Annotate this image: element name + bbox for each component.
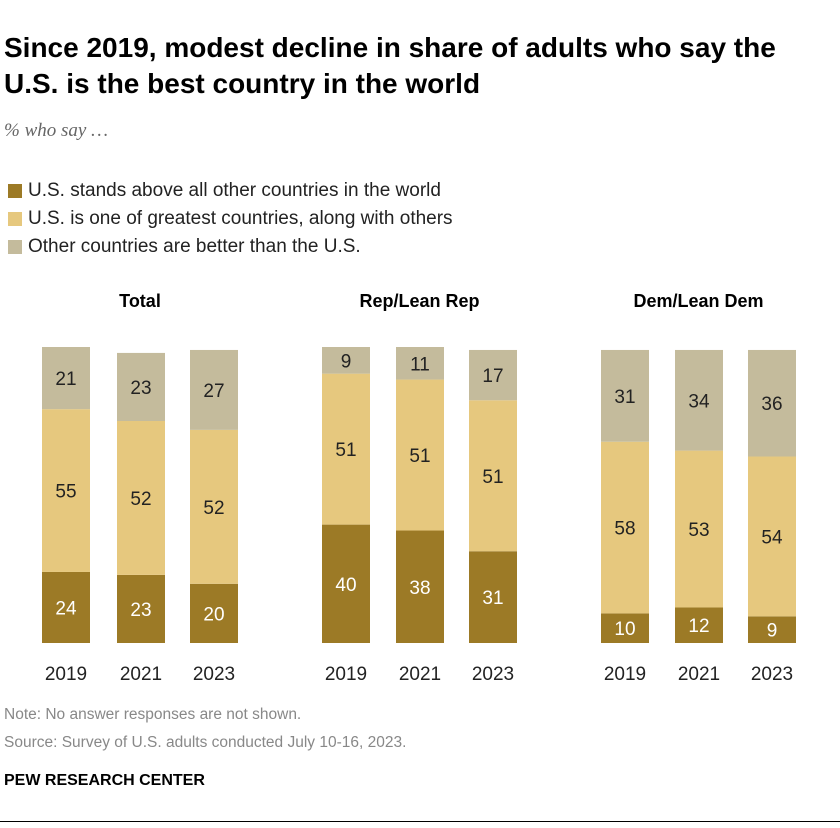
x-tick-label: 2019 [604, 664, 646, 685]
legend-item: U.S. stands above all other countries in… [8, 180, 441, 202]
bar-segment [117, 421, 165, 575]
legend-label: U.S. stands above all other countries in… [28, 180, 441, 201]
bar-segment [117, 574, 165, 643]
data-label: 38 [409, 578, 430, 599]
chart-subtitle: % who say … [4, 120, 108, 141]
bar-segment [322, 524, 370, 643]
bar-segment [42, 571, 90, 643]
bar-segment [469, 400, 517, 552]
data-label: 9 [341, 351, 352, 372]
note: Note: No answer responses are not shown. [4, 706, 302, 723]
data-label: 51 [482, 467, 503, 488]
legend-item: U.S. is one of greatest countries, along… [8, 208, 453, 230]
x-tick-label: 2023 [193, 664, 235, 685]
bar-segment [675, 607, 723, 643]
bar-segment [748, 616, 796, 643]
bar-segment [748, 349, 796, 457]
source: Source: Survey of U.S. adults conducted … [4, 734, 407, 751]
data-label: 31 [614, 387, 635, 408]
bar-segment [190, 349, 238, 430]
chart-title: Since 2019, modest decline in share of a… [4, 32, 776, 99]
bar-segment [675, 349, 723, 451]
data-label: 36 [761, 394, 782, 415]
data-label: 53 [688, 520, 709, 541]
panel-title: Total [119, 291, 161, 311]
bar-segment [42, 409, 90, 572]
divider [0, 821, 840, 822]
panel-title: Rep/Lean Rep [359, 291, 479, 311]
bar-segment [675, 450, 723, 608]
bar-segment [190, 429, 238, 584]
data-label: 34 [688, 391, 710, 412]
x-tick-label: 2023 [751, 664, 793, 685]
bar-segment [469, 551, 517, 643]
data-label: 21 [55, 369, 76, 390]
bar-segment [396, 347, 444, 380]
brand-logo-text: PEW RESEARCH CENTER [4, 772, 205, 789]
data-label: 20 [203, 604, 224, 625]
legend-label: Other countries are better than the U.S. [28, 236, 361, 257]
bar-segment [190, 583, 238, 643]
bar-segment [601, 613, 649, 643]
bar-segment [42, 347, 90, 410]
x-tick-label: 2021 [678, 664, 720, 685]
data-label: 51 [335, 440, 356, 461]
legend-swatch [8, 240, 22, 254]
data-label: 52 [203, 498, 224, 519]
data-label: 31 [482, 588, 503, 609]
bar-segment [396, 379, 444, 531]
bar-plot: Total 24 55 21 2019 23 52 23 2021 20 52 27 2023 Rep/L… [42, 291, 796, 685]
bar-segment [469, 349, 517, 401]
x-tick-label: 2021 [120, 664, 162, 685]
legend-swatch [8, 212, 22, 226]
data-label: 17 [482, 366, 503, 387]
data-label: 55 [55, 482, 76, 503]
x-tick-label: 2019 [325, 664, 367, 685]
data-label: 51 [409, 446, 430, 467]
bar-segment [322, 373, 370, 525]
legend-item: Other countries are better than the U.S. [8, 236, 361, 258]
bar-segment [396, 530, 444, 643]
legend-label: U.S. is one of greatest countries, along… [28, 208, 453, 229]
bar-segment [748, 456, 796, 617]
data-label: 54 [761, 527, 783, 548]
data-label: 24 [55, 598, 77, 619]
data-label: 9 [767, 621, 778, 642]
data-label: 12 [688, 616, 709, 637]
data-label: 27 [203, 381, 224, 402]
data-label: 58 [614, 519, 635, 540]
data-label: 11 [410, 354, 430, 375]
data-label: 23 [130, 378, 151, 399]
x-tick-label: 2021 [399, 664, 441, 685]
x-tick-label: 2023 [472, 664, 514, 685]
bar-segment [322, 347, 370, 374]
data-label: 40 [335, 575, 356, 596]
data-label: 23 [130, 600, 151, 621]
bar-segment [601, 349, 649, 442]
panel-title: Dem/Lean Dem [633, 291, 763, 311]
x-tick-label: 2019 [45, 664, 87, 685]
bar-segment [117, 352, 165, 421]
legend-swatch [8, 184, 22, 198]
data-label: 10 [614, 619, 635, 640]
data-label: 52 [130, 489, 151, 510]
bar-segment [601, 441, 649, 614]
